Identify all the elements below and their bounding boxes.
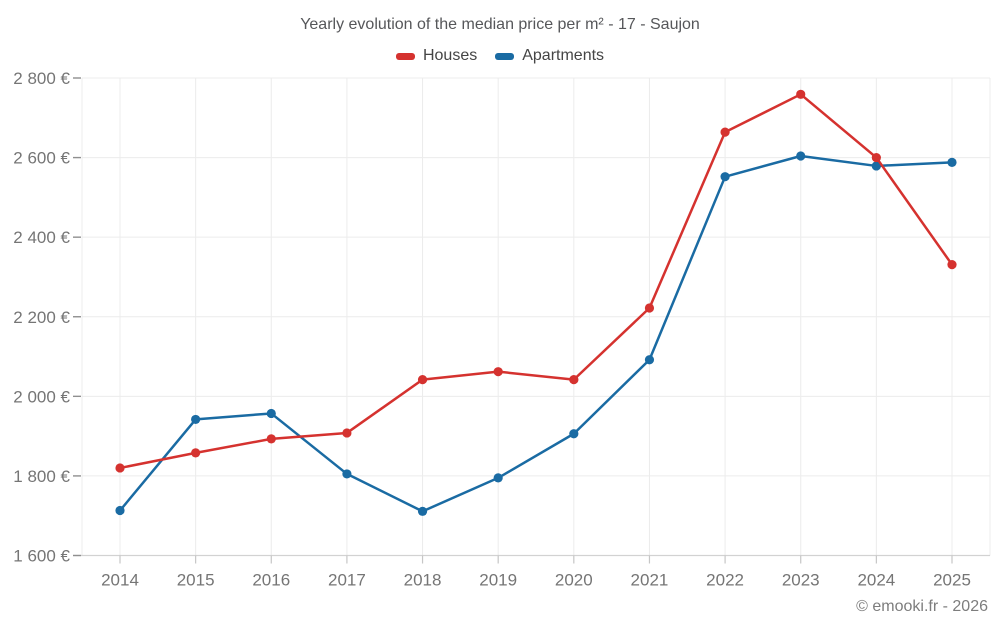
- x-axis-label: 2020: [555, 571, 593, 590]
- x-axis-label: 2024: [857, 571, 895, 590]
- data-point-apartments-2025: [947, 157, 957, 167]
- data-point-apartments-2016: [266, 408, 276, 419]
- y-axis-label: 2 600 €: [13, 149, 70, 168]
- data-point-apartments-2022: [720, 172, 730, 182]
- data-point-houses-2025: [947, 260, 957, 270]
- series-line-apartments: [118, 154, 954, 513]
- x-axis-label: 2022: [706, 571, 744, 590]
- x-axis-label: 2015: [177, 571, 215, 590]
- data-point-apartments-2023: [796, 151, 806, 161]
- legend-item-houses[interactable]: Houses: [395, 47, 478, 65]
- y-axis-label: 2 200 €: [13, 308, 70, 327]
- x-axis-label: 2018: [404, 571, 442, 590]
- data-point-houses-2015: [191, 448, 201, 458]
- data-point-houses-2021: [644, 303, 655, 313]
- data-point-apartments-2015: [191, 414, 201, 425]
- data-point-houses-2017: [342, 428, 352, 438]
- x-axis-label: 2014: [101, 571, 139, 590]
- y-axis-label: 1 800 €: [13, 467, 70, 486]
- data-point-houses-2019: [493, 367, 503, 377]
- chart-title: Yearly evolution of the median price per…: [300, 16, 700, 33]
- data-point-apartments-2017: [342, 469, 352, 479]
- data-point-apartments-2024: [871, 161, 881, 171]
- legend-label-apartments: Apartments: [522, 47, 605, 64]
- y-axis-label: 2 000 €: [13, 387, 70, 406]
- copyright-credit: © emooki.fr - 2026: [856, 598, 988, 615]
- data-point-houses-2014: [115, 463, 125, 473]
- data-point-houses-2020: [569, 375, 579, 385]
- apartments-series-swatch-icon: [495, 52, 515, 60]
- chart-legend: Houses Apartments: [0, 47, 1000, 65]
- data-point-houses-2024: [871, 152, 881, 163]
- y-axis-label: 2 800 €: [13, 69, 70, 88]
- x-axis-label: 2025: [933, 571, 971, 590]
- data-point-apartments-2018: [417, 506, 428, 516]
- data-point-houses-2023: [796, 89, 806, 99]
- x-axis-label: 2016: [252, 571, 290, 590]
- data-point-houses-2022: [720, 127, 730, 137]
- y-axis-label: 2 400 €: [13, 228, 70, 247]
- data-point-houses-2018: [417, 375, 428, 385]
- x-axis-label: 2021: [631, 571, 669, 590]
- legend-label-houses: Houses: [422, 47, 478, 64]
- series-line-houses: [118, 93, 954, 470]
- data-point-apartments-2019: [493, 473, 503, 483]
- x-axis-label: 2023: [782, 571, 820, 590]
- x-axis-label: 2019: [479, 571, 517, 590]
- data-point-apartments-2020: [569, 429, 579, 439]
- data-point-apartments-2021: [644, 355, 655, 365]
- houses-series-swatch-icon: [395, 52, 415, 60]
- x-axis-label: 2017: [328, 571, 366, 590]
- data-point-houses-2016: [266, 434, 276, 444]
- y-axis-label: 1 600 €: [13, 547, 70, 566]
- legend-item-apartments[interactable]: Apartments: [495, 47, 604, 65]
- data-point-apartments-2014: [115, 505, 125, 516]
